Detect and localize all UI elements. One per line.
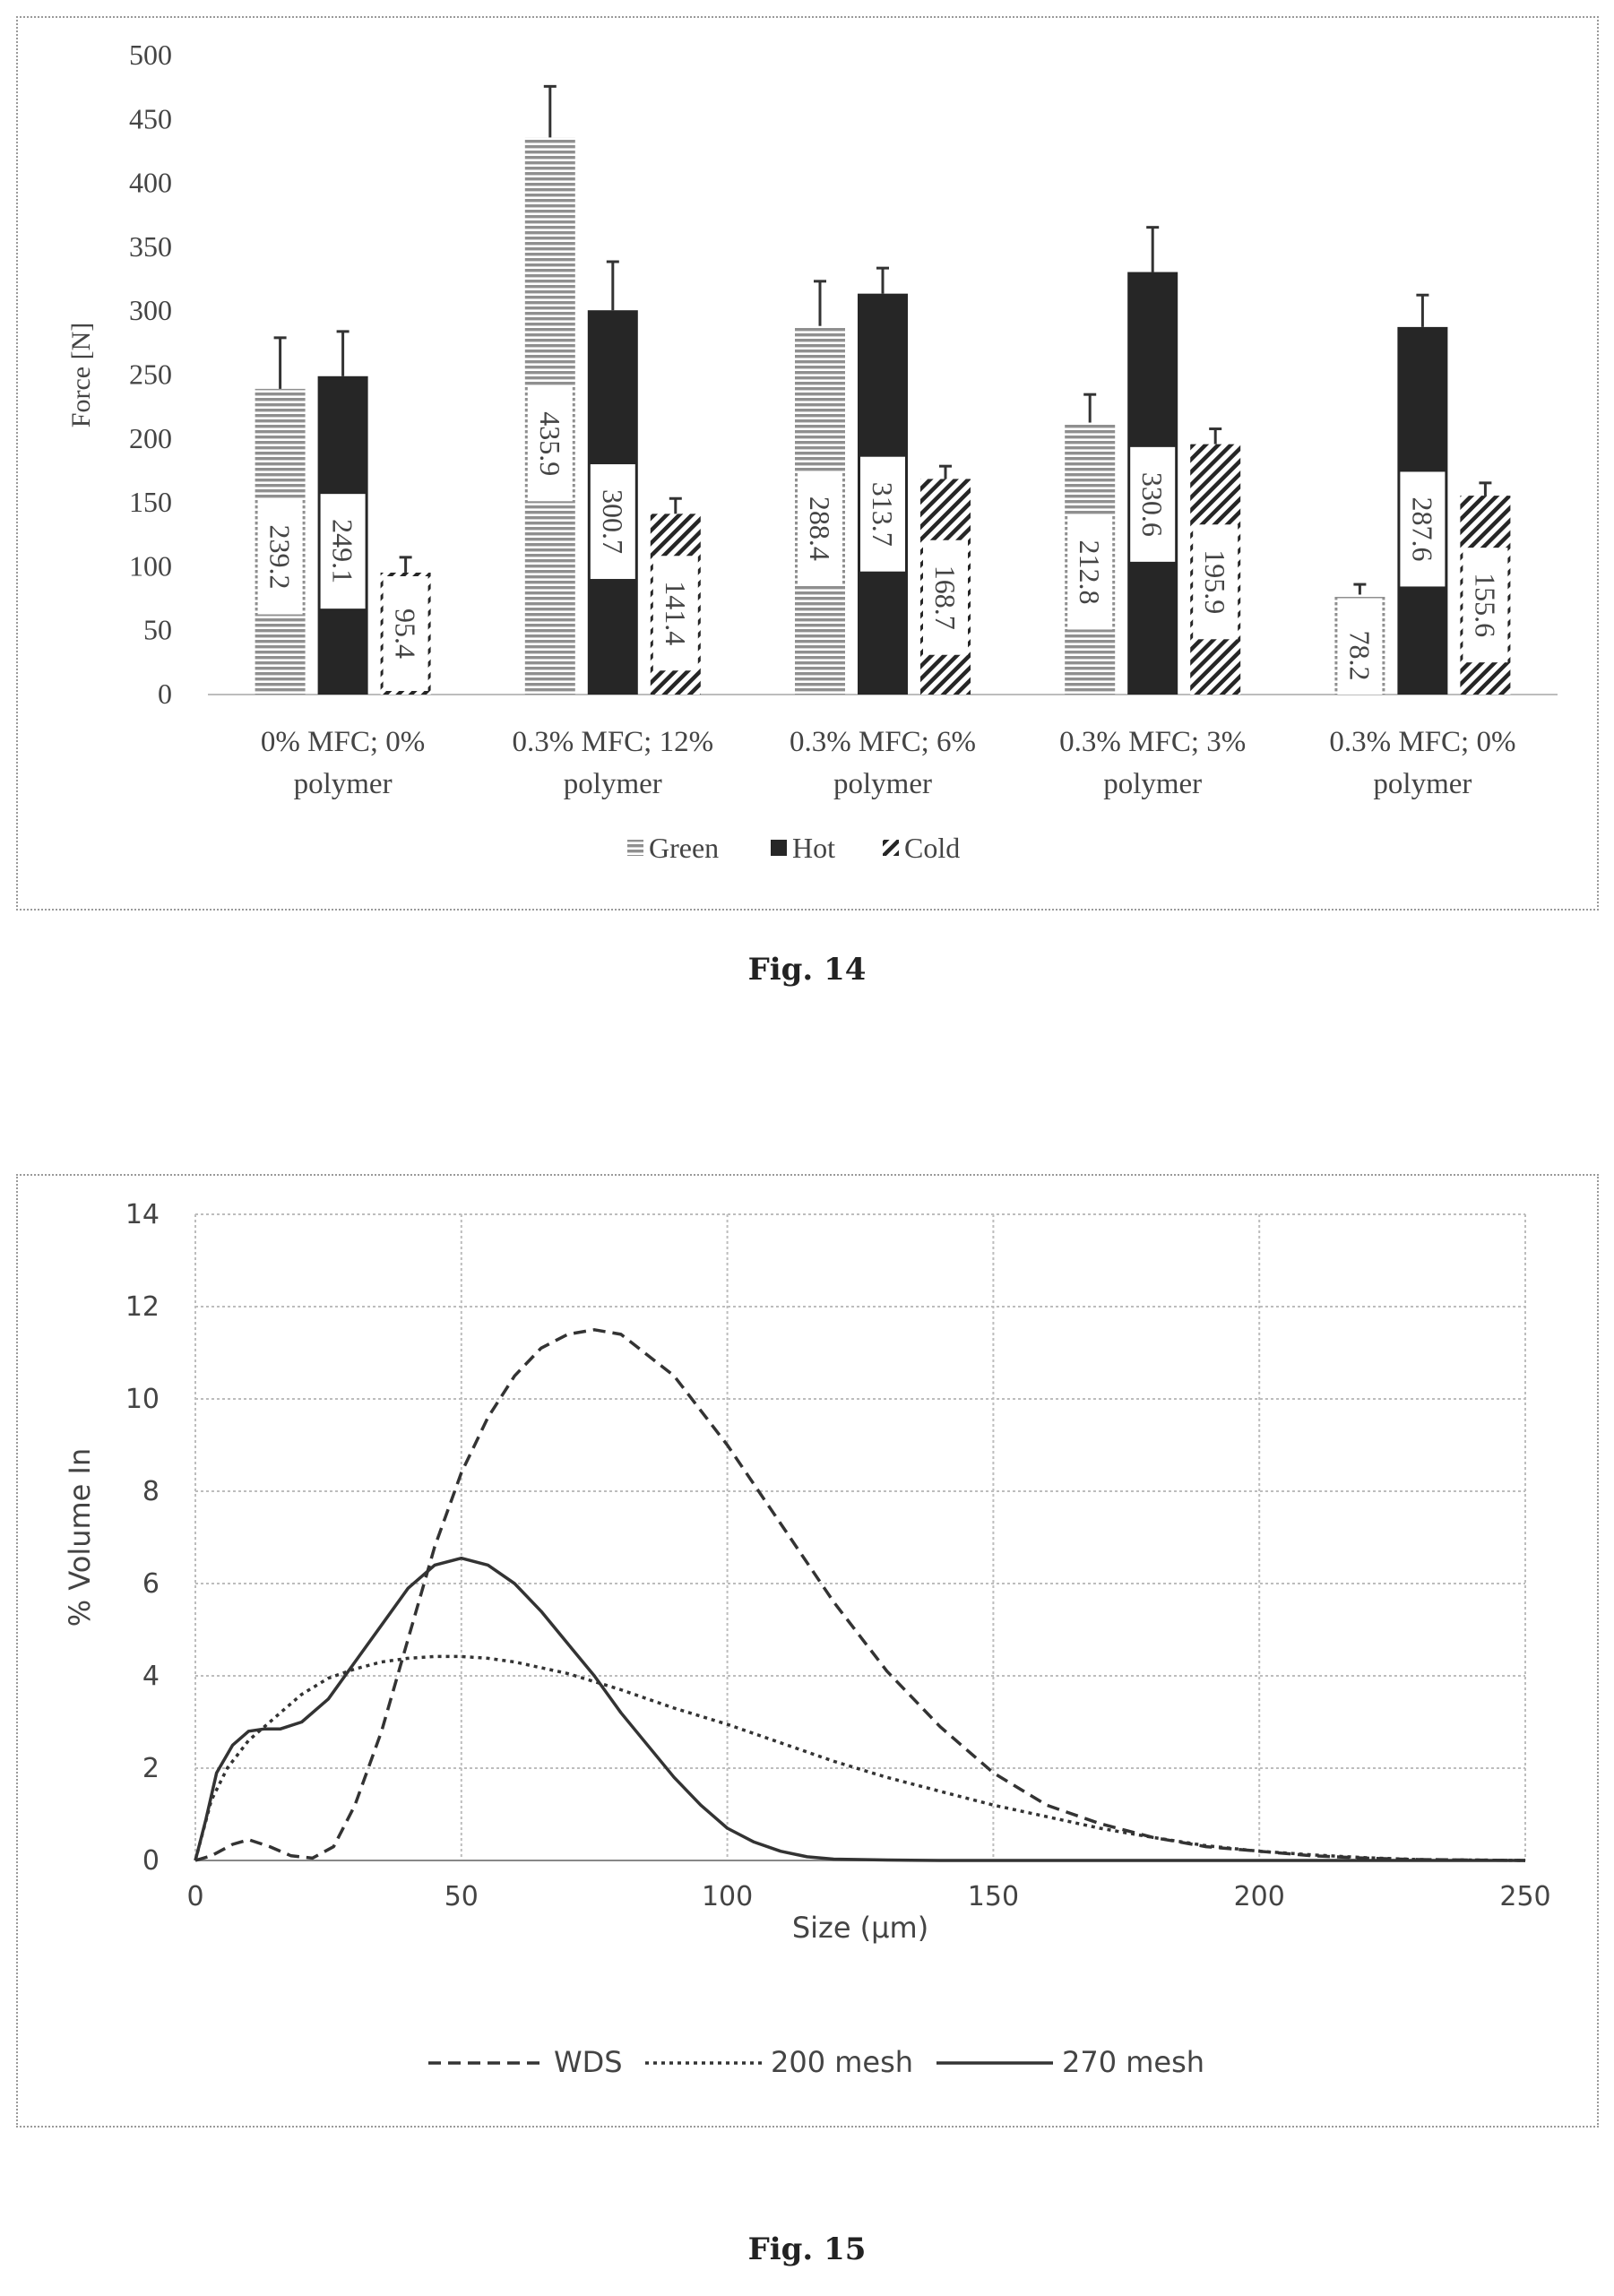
data-label-hot: 313.7 — [867, 482, 899, 547]
data-label-hot: 287.6 — [1406, 496, 1438, 561]
legend-label: 200 mesh — [771, 2045, 913, 2079]
x-tick-label: 100 — [702, 1881, 753, 1912]
series-line-270-mesh — [194, 1556, 1525, 1862]
legend-swatch — [627, 840, 643, 856]
y-axis-title: Force [N] — [66, 323, 96, 427]
figure-15-line-chart: 0 2 4 6 8 10 12 14 0 50 100 150 200 250 Size (µm) % Vol… — [63, 1199, 1551, 2079]
data-label-green: 288.4 — [804, 496, 836, 561]
figure-15-caption: Fig. 15 — [747, 2231, 867, 2267]
data-label-background — [1400, 471, 1446, 587]
data-label-background — [527, 386, 573, 502]
category-label: polymer — [1373, 768, 1472, 800]
y-tick-label: 200 — [129, 422, 172, 454]
x-tick-label: 50 — [444, 1881, 479, 1912]
data-label-background — [798, 470, 842, 586]
figure-14-frame — [16, 16, 1599, 911]
figure-14-caption: Fig. 14 — [747, 952, 867, 988]
legend-swatch — [883, 840, 899, 856]
category-label: polymer — [1103, 768, 1202, 800]
y-tick-label: 10 — [125, 1384, 160, 1415]
y-tick-label: 450 — [129, 102, 172, 134]
data-label-background — [320, 494, 366, 609]
category-label: 0.3% MFC; 3% — [1059, 726, 1246, 758]
data-label-background — [257, 499, 303, 615]
category-label: polymer — [294, 768, 393, 800]
y-tick-label: 14 — [125, 1199, 160, 1230]
y-tick-label: 500 — [129, 39, 172, 71]
data-label-green: 435.9 — [534, 411, 566, 476]
data-label-hot: 330.6 — [1136, 472, 1169, 537]
x-tick-label: 250 — [1499, 1881, 1550, 1912]
data-label-cold: 155.6 — [1469, 573, 1501, 637]
legend-label: Green — [649, 832, 719, 864]
category-label: 0% MFC; 0% — [261, 726, 425, 758]
data-label-background — [383, 576, 428, 691]
y-tick-label: 12 — [125, 1291, 160, 1323]
legend-swatch — [771, 840, 787, 856]
category-label: polymer — [564, 768, 662, 800]
data-label-hot: 249.1 — [327, 519, 359, 583]
y-tick-label: 100 — [129, 549, 172, 582]
series-line-200-mesh — [194, 1654, 1526, 1862]
data-label-cold: 95.4 — [390, 609, 422, 659]
legend-label: 270 mesh — [1062, 2045, 1204, 2079]
figure-14-bar-chart: 0 50 100 150 200 250 300 350 400 450 500 Force [N] 2… — [66, 39, 1558, 864]
category-label: 0.3% MFC; 0% — [1329, 726, 1515, 758]
data-label-background — [1463, 548, 1508, 663]
y-tick-label: 8 — [142, 1476, 160, 1507]
series-line-wds — [194, 1328, 1526, 1862]
y-tick-label: 6 — [142, 1568, 160, 1600]
y-tick-label: 150 — [129, 486, 172, 518]
category-label: 0.3% MFC; 12% — [512, 726, 713, 758]
data-label-cold: 141.4 — [660, 581, 692, 645]
y-tick-label: 0 — [158, 678, 172, 710]
category-label: polymer — [833, 768, 932, 800]
data-label-background — [923, 539, 968, 655]
data-label-background — [1067, 514, 1113, 630]
data-label-hot: 300.7 — [597, 489, 629, 554]
x-tick-label: 150 — [968, 1881, 1019, 1912]
y-tick-label: 2 — [142, 1753, 160, 1784]
x-axis-title: Size (µm) — [792, 1911, 928, 1945]
legend-label: Cold — [904, 832, 960, 864]
y-tick-label: 300 — [129, 294, 172, 326]
category-label: 0.3% MFC; 6% — [790, 726, 976, 758]
data-label-background — [652, 556, 698, 671]
y-tick-label: 250 — [129, 358, 172, 391]
legend-label: WDS — [554, 2045, 623, 2079]
y-tick-label: 350 — [129, 230, 172, 263]
data-label-cold: 168.7 — [929, 565, 962, 630]
y-axis-title: % Volume In — [63, 1448, 97, 1627]
y-tick-label: 0 — [142, 1845, 160, 1877]
data-label-background — [1337, 598, 1383, 695]
figure-15-frame — [16, 1174, 1599, 2128]
data-label-background — [1193, 524, 1239, 640]
y-tick-label: 4 — [142, 1661, 160, 1692]
y-tick-label: 50 — [143, 614, 172, 646]
y-tick-label: 400 — [129, 167, 172, 199]
data-label-cold: 195.9 — [1199, 549, 1231, 614]
legend-label: Hot — [792, 832, 835, 864]
data-label-green: 239.2 — [264, 525, 297, 590]
data-label-green: 78.2 — [1343, 630, 1376, 680]
data-label-background — [1130, 446, 1176, 562]
data-label-background — [590, 464, 635, 580]
x-tick-label: 0 — [186, 1881, 203, 1912]
x-tick-label: 200 — [1234, 1881, 1285, 1912]
data-label-green: 212.8 — [1074, 539, 1106, 604]
data-label-background — [860, 456, 905, 572]
